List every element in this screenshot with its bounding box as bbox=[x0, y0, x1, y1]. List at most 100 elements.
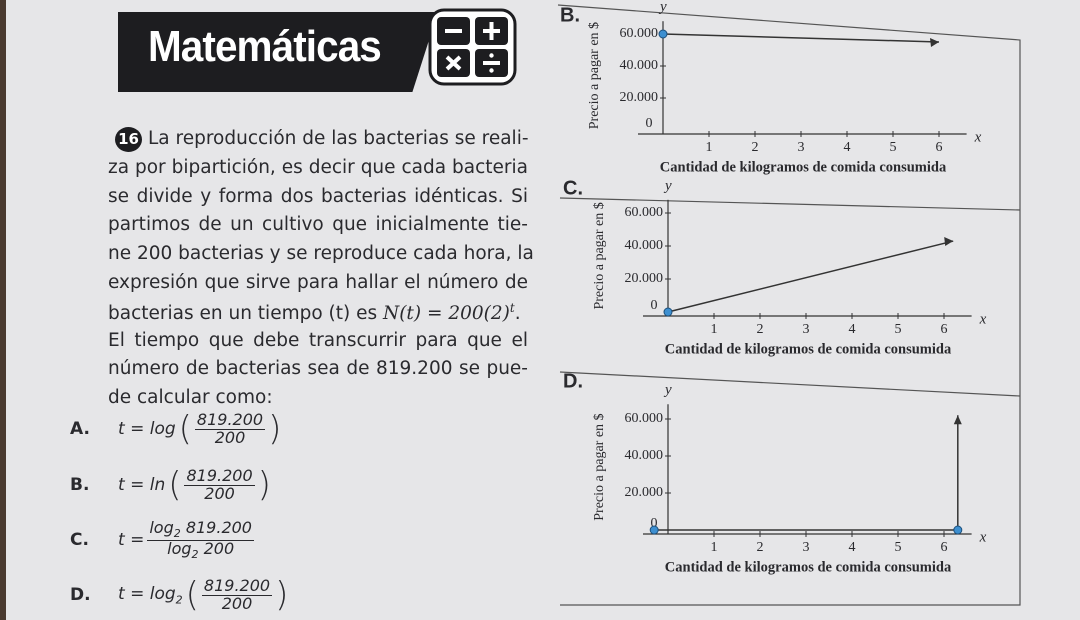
numerator: 819.200 bbox=[184, 466, 255, 486]
y-tick-label: 60.000 bbox=[625, 205, 664, 220]
math-icon bbox=[428, 8, 517, 86]
graph-line bbox=[654, 415, 959, 531]
x-tick-label: 1 bbox=[711, 322, 718, 337]
y-axis-title: Precio a pagar en $ bbox=[587, 22, 602, 129]
text-line: partimos de un cultivo que inicialmente … bbox=[108, 214, 528, 236]
graphs-panel: B. y x 60.000 40.000 20.000 0 1 2 3 4 5 6 Precio a pa… bbox=[557, 0, 1021, 606]
function: log bbox=[149, 518, 174, 537]
option-formula: t = log2 819.200 log2 200 bbox=[118, 518, 254, 561]
denominator: 200 bbox=[221, 593, 253, 613]
formula-lead: t = log2 bbox=[118, 584, 183, 606]
argument: 200 bbox=[203, 538, 235, 558]
option-letter: D. bbox=[70, 585, 91, 606]
x-tick-label: 0 bbox=[646, 116, 653, 131]
graph-line bbox=[667, 240, 954, 313]
option-formula: t = log2(819.200 200) bbox=[118, 575, 289, 616]
text: . bbox=[514, 302, 521, 324]
paren: ( bbox=[185, 575, 199, 616]
graph-line bbox=[662, 33, 940, 43]
text-line: expresión que sirve para hallar el númer… bbox=[108, 272, 528, 293]
x-tick-label: 6 bbox=[941, 540, 948, 555]
x-tick-label: 4 bbox=[849, 540, 856, 555]
x-tick-label: 0 bbox=[651, 516, 658, 531]
x-tick-label: 1 bbox=[706, 140, 713, 155]
point bbox=[649, 525, 659, 535]
paren: ) bbox=[268, 409, 282, 450]
text-line: de calcular como: bbox=[108, 387, 273, 409]
option-letter: C. bbox=[70, 530, 89, 551]
text-line: se divide y forma dos bacterias idéntica… bbox=[108, 185, 528, 207]
x-tick-label: 2 bbox=[757, 322, 764, 337]
log-base: 2 bbox=[173, 527, 181, 541]
arrow-head bbox=[944, 237, 954, 247]
subject-title: Matemáticas bbox=[148, 22, 382, 71]
y-tick-label: 20.000 bbox=[625, 271, 664, 286]
x-tick-label: 6 bbox=[936, 140, 943, 155]
option-formula: t = ln(819.200 200) bbox=[118, 465, 271, 506]
y-axis-title: Precio a pagar en $ bbox=[592, 202, 607, 309]
paren: ) bbox=[257, 465, 271, 506]
denominator: 200 bbox=[204, 483, 235, 503]
text-line: La reproducción de las bacterias se real… bbox=[148, 128, 529, 149]
x-tick-label: 3 bbox=[803, 322, 810, 337]
y-axis-label: y bbox=[663, 382, 672, 398]
y-tick-label: 20.000 bbox=[625, 485, 664, 500]
formula-lead: t = ln bbox=[118, 475, 166, 496]
text-line: ne 200 bacterias y se reproduce cada hor… bbox=[108, 243, 534, 265]
function: t = log bbox=[118, 584, 176, 605]
fraction: 819.200 200 bbox=[194, 411, 266, 447]
x-axis-label: x bbox=[979, 529, 987, 545]
log-base: 2 bbox=[191, 547, 199, 561]
page-edge bbox=[0, 0, 6, 620]
numerator: 819.200 bbox=[201, 576, 273, 596]
x-tick-label: 5 bbox=[895, 540, 902, 555]
x-tick-label: 1 bbox=[711, 540, 718, 555]
text: bacterias en un tiempo (t) es bbox=[108, 302, 384, 324]
x-axis-label: x bbox=[979, 311, 987, 327]
option-letter: B. bbox=[70, 475, 90, 496]
function: log bbox=[167, 538, 192, 558]
x-tick-label: 3 bbox=[798, 140, 805, 155]
text-line: número de bacterias sea de 819.200 se pu… bbox=[108, 358, 528, 380]
formula-lead: t = log bbox=[118, 419, 176, 440]
x-axis-title: Cantidad de kilogramos de comida consumi… bbox=[665, 559, 952, 575]
y-tick-label: 40.000 bbox=[620, 58, 659, 73]
x-tick-label: 2 bbox=[757, 540, 764, 555]
y-tick-label: 60.000 bbox=[625, 411, 664, 426]
x-axis-title: Cantidad de kilogramos de comida consumi… bbox=[660, 159, 947, 175]
y-tick-label: 20.000 bbox=[620, 90, 659, 105]
point bbox=[658, 29, 668, 39]
x-axis-label: x bbox=[974, 129, 982, 145]
title-banner bbox=[118, 12, 438, 92]
numerator: log2 819.200 bbox=[147, 518, 254, 541]
x-tick-label: 0 bbox=[651, 298, 658, 313]
point bbox=[953, 525, 963, 535]
problem-number: 16 bbox=[115, 127, 142, 152]
argument: 819.200 bbox=[185, 518, 252, 537]
x-tick-label: 4 bbox=[849, 322, 856, 337]
paren: ( bbox=[178, 409, 192, 450]
paren: ( bbox=[168, 465, 182, 506]
y-axis-label: y bbox=[658, 0, 667, 15]
denominator: 200 bbox=[214, 427, 246, 447]
graph-letter: B. bbox=[560, 4, 580, 26]
option-formula: t = log(819.200 200) bbox=[118, 409, 282, 450]
option: A. t = log(819.200 200) bbox=[70, 409, 282, 450]
y-tick-label: 40.000 bbox=[625, 448, 664, 463]
text-line: El tiempo que debe transcurrir para que … bbox=[108, 329, 528, 351]
x-tick-label: 5 bbox=[890, 140, 897, 155]
x-tick-label: 2 bbox=[752, 140, 759, 155]
x-tick-label: 3 bbox=[803, 540, 810, 555]
graph-letter: D. bbox=[563, 370, 583, 392]
point bbox=[663, 307, 673, 317]
y-tick-label: 60.000 bbox=[620, 26, 659, 41]
fraction: 819.200 200 bbox=[184, 466, 255, 503]
log-base: 2 bbox=[175, 593, 183, 607]
y-axis-label: y bbox=[663, 178, 672, 194]
exponent: t bbox=[509, 300, 515, 315]
x-tick-label: 6 bbox=[941, 322, 948, 337]
text-line: za por bipartición, es decir que cada ba… bbox=[108, 156, 528, 178]
denominator: log2 200 bbox=[167, 538, 235, 561]
paren: ) bbox=[275, 575, 289, 616]
x-axis-title: Cantidad de kilogramos de comida consumi… bbox=[665, 341, 952, 357]
